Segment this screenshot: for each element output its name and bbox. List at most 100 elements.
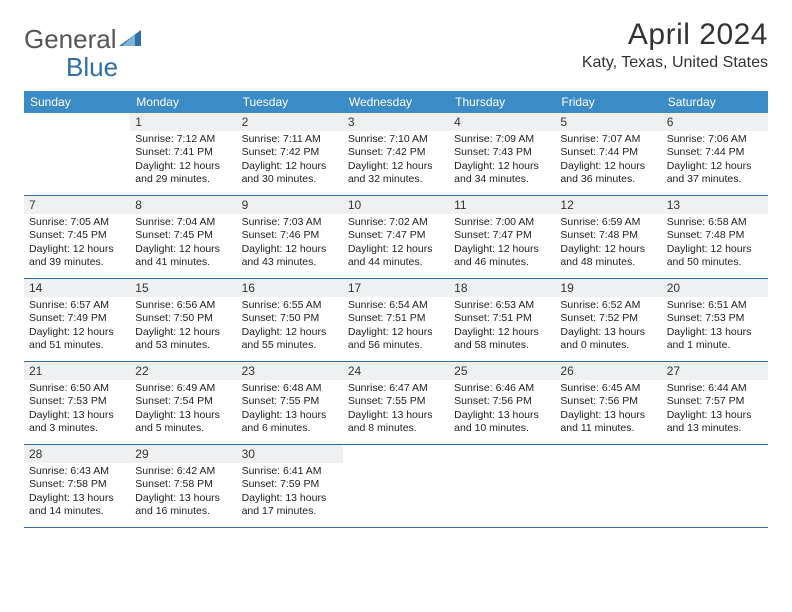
day-number: 28 <box>24 445 130 463</box>
day-number: 19 <box>555 279 661 297</box>
day-cell: 30Sunrise: 6:41 AMSunset: 7:59 PMDayligh… <box>237 445 343 527</box>
day-cell: 1 Sunrise: 7:12 AMSunset: 7:41 PMDaylight… <box>130 113 236 195</box>
day-number: 6 <box>662 113 768 131</box>
daylight-text: Daylight: 12 hours and 32 minutes. <box>348 160 444 187</box>
sunrise-text: Sunrise: 6:51 AM <box>667 299 763 312</box>
day-info: Sunrise: 6:48 AMSunset: 7:55 PMDaylight:… <box>242 382 338 436</box>
day-number: 26 <box>555 362 661 380</box>
sunrise-text: Sunrise: 7:06 AM <box>667 133 763 146</box>
logo: General <box>24 24 141 55</box>
day-number: 15 <box>130 279 236 297</box>
sunset-text: Sunset: 7:43 PM <box>454 146 550 159</box>
sunset-text: Sunset: 7:46 PM <box>242 229 338 242</box>
daylight-text: Daylight: 12 hours and 29 minutes. <box>135 160 231 187</box>
day-info: Sunrise: 7:11 AMSunset: 7:42 PMDaylight:… <box>242 133 338 187</box>
day-cell-empty: . <box>555 445 661 527</box>
daylight-text: Daylight: 12 hours and 51 minutes. <box>29 326 125 353</box>
daylight-text: Daylight: 12 hours and 37 minutes. <box>667 160 763 187</box>
weekday-header: SundayMondayTuesdayWednesdayThursdayFrid… <box>24 91 768 113</box>
daylight-text: Daylight: 12 hours and 30 minutes. <box>242 160 338 187</box>
day-number: 5 <box>555 113 661 131</box>
day-info: Sunrise: 6:44 AMSunset: 7:57 PMDaylight:… <box>667 382 763 436</box>
sunrise-text: Sunrise: 6:44 AM <box>667 382 763 395</box>
day-info: Sunrise: 6:41 AMSunset: 7:59 PMDaylight:… <box>242 465 338 519</box>
location-text: Katy, Texas, United States <box>582 54 768 72</box>
daylight-text: Daylight: 12 hours and 46 minutes. <box>454 243 550 270</box>
day-number: 13 <box>662 196 768 214</box>
sunset-text: Sunset: 7:54 PM <box>135 395 231 408</box>
day-info: Sunrise: 6:56 AMSunset: 7:50 PMDaylight:… <box>135 299 231 353</box>
daylight-text: Daylight: 13 hours and 16 minutes. <box>135 492 231 519</box>
sunset-text: Sunset: 7:53 PM <box>667 312 763 325</box>
sunset-text: Sunset: 7:56 PM <box>560 395 656 408</box>
day-info: Sunrise: 6:45 AMSunset: 7:56 PMDaylight:… <box>560 382 656 436</box>
month-title: April 2024 <box>582 18 768 52</box>
day-cell: 22Sunrise: 6:49 AMSunset: 7:54 PMDayligh… <box>130 362 236 444</box>
day-cell: 26 Sunrise: 6:45 AMSunset: 7:56 PMDayligh… <box>555 362 661 444</box>
weekday-tuesday: Tuesday <box>237 91 343 113</box>
sunset-text: Sunset: 7:47 PM <box>348 229 444 242</box>
sunset-text: Sunset: 7:45 PM <box>135 229 231 242</box>
daylight-text: Daylight: 12 hours and 56 minutes. <box>348 326 444 353</box>
daylight-text: Daylight: 13 hours and 14 minutes. <box>29 492 125 519</box>
day-number: 18 <box>449 279 555 297</box>
day-info: Sunrise: 6:50 AMSunset: 7:53 PMDaylight:… <box>29 382 125 436</box>
sunset-text: Sunset: 7:47 PM <box>454 229 550 242</box>
sunset-text: Sunset: 7:53 PM <box>29 395 125 408</box>
daylight-text: Daylight: 12 hours and 41 minutes. <box>135 243 231 270</box>
day-cell-empty: . <box>24 113 130 195</box>
day-info: Sunrise: 6:59 AMSunset: 7:48 PMDaylight:… <box>560 216 656 270</box>
sunset-text: Sunset: 7:41 PM <box>135 146 231 159</box>
sunset-text: Sunset: 7:57 PM <box>667 395 763 408</box>
daylight-text: Daylight: 13 hours and 1 minute. <box>667 326 763 353</box>
sunset-text: Sunset: 7:50 PM <box>242 312 338 325</box>
day-number: 21 <box>24 362 130 380</box>
day-info: Sunrise: 6:51 AMSunset: 7:53 PMDaylight:… <box>667 299 763 353</box>
day-info: Sunrise: 7:07 AMSunset: 7:44 PMDaylight:… <box>560 133 656 187</box>
daylight-text: Daylight: 13 hours and 8 minutes. <box>348 409 444 436</box>
sunset-text: Sunset: 7:55 PM <box>348 395 444 408</box>
sunset-text: Sunset: 7:59 PM <box>242 478 338 491</box>
day-info: Sunrise: 6:55 AMSunset: 7:50 PMDaylight:… <box>242 299 338 353</box>
day-cell: 18Sunrise: 6:53 AMSunset: 7:51 PMDayligh… <box>449 279 555 361</box>
day-cell: 5 Sunrise: 7:07 AMSunset: 7:44 PMDaylight… <box>555 113 661 195</box>
day-info: Sunrise: 6:47 AMSunset: 7:55 PMDaylight:… <box>348 382 444 436</box>
day-number: 24 <box>343 362 449 380</box>
day-cell: 13 Sunrise: 6:58 AMSunset: 7:48 PMDayligh… <box>662 196 768 278</box>
daylight-text: Daylight: 12 hours and 34 minutes. <box>454 160 550 187</box>
sunset-text: Sunset: 7:45 PM <box>29 229 125 242</box>
day-cell: 24 Sunrise: 6:47 AMSunset: 7:55 PMDayligh… <box>343 362 449 444</box>
sunset-text: Sunset: 7:48 PM <box>667 229 763 242</box>
day-cell: 27Sunrise: 6:44 AMSunset: 7:57 PMDayligh… <box>662 362 768 444</box>
day-number: 3 <box>343 113 449 131</box>
day-number: 22 <box>130 362 236 380</box>
daylight-text: Daylight: 12 hours and 53 minutes. <box>135 326 231 353</box>
daylight-text: Daylight: 13 hours and 13 minutes. <box>667 409 763 436</box>
weekday-monday: Monday <box>130 91 236 113</box>
sunrise-text: Sunrise: 6:54 AM <box>348 299 444 312</box>
day-cell: 4Sunrise: 7:09 AMSunset: 7:43 PMDaylight… <box>449 113 555 195</box>
day-cell: 23Sunrise: 6:48 AMSunset: 7:55 PMDayligh… <box>237 362 343 444</box>
day-cell-empty: . <box>343 445 449 527</box>
weekday-thursday: Thursday <box>449 91 555 113</box>
sunrise-text: Sunrise: 6:58 AM <box>667 216 763 229</box>
sunset-text: Sunset: 7:52 PM <box>560 312 656 325</box>
day-info: Sunrise: 6:58 AMSunset: 7:48 PMDaylight:… <box>667 216 763 270</box>
day-cell: 15 Sunrise: 6:56 AMSunset: 7:50 PMDayligh… <box>130 279 236 361</box>
day-number: 17 <box>343 279 449 297</box>
daylight-text: Daylight: 13 hours and 10 minutes. <box>454 409 550 436</box>
day-info: Sunrise: 7:12 AMSunset: 7:41 PMDaylight:… <box>135 133 231 187</box>
daylight-text: Daylight: 12 hours and 39 minutes. <box>29 243 125 270</box>
day-cell: 21 Sunrise: 6:50 AMSunset: 7:53 PMDayligh… <box>24 362 130 444</box>
daylight-text: Daylight: 13 hours and 3 minutes. <box>29 409 125 436</box>
day-cell: 14Sunrise: 6:57 AMSunset: 7:49 PMDayligh… <box>24 279 130 361</box>
week-row: .1 Sunrise: 7:12 AMSunset: 7:41 PMDayligh… <box>24 113 768 196</box>
sunrise-text: Sunrise: 6:49 AM <box>135 382 231 395</box>
day-number: 20 <box>662 279 768 297</box>
day-cell-empty: . <box>662 445 768 527</box>
day-cell: 10Sunrise: 7:02 AMSunset: 7:47 PMDayligh… <box>343 196 449 278</box>
day-cell: 6 Sunrise: 7:06 AMSunset: 7:44 PMDaylight… <box>662 113 768 195</box>
day-number: 1 <box>130 113 236 131</box>
sunset-text: Sunset: 7:44 PM <box>667 146 763 159</box>
day-info: Sunrise: 7:04 AMSunset: 7:45 PMDaylight:… <box>135 216 231 270</box>
